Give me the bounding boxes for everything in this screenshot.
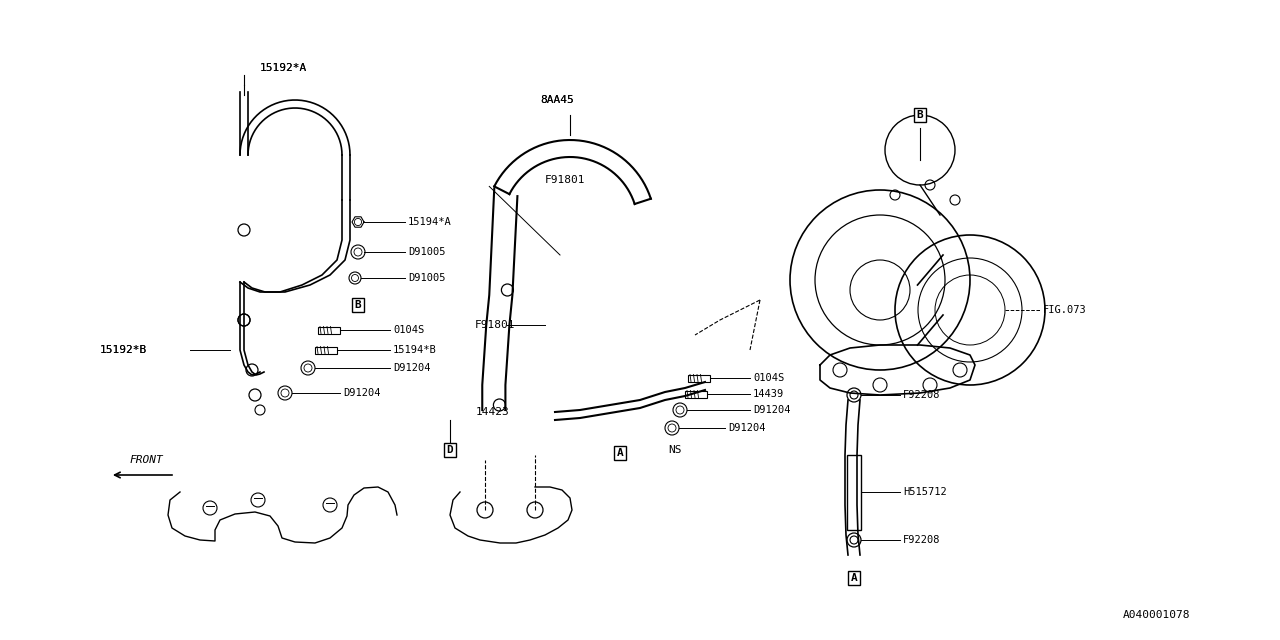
Text: D91204: D91204 <box>393 363 430 373</box>
Text: FRONT: FRONT <box>131 455 164 465</box>
Text: F92208: F92208 <box>902 535 941 545</box>
Text: NS: NS <box>668 445 681 455</box>
Text: 8AA45: 8AA45 <box>540 95 573 105</box>
Text: 0104S: 0104S <box>393 325 424 335</box>
Text: B: B <box>916 110 923 120</box>
Text: F91801: F91801 <box>475 320 516 330</box>
Text: 8AA45: 8AA45 <box>540 95 573 105</box>
Bar <box>847 455 861 530</box>
Text: D91204: D91204 <box>753 405 791 415</box>
Text: A: A <box>617 448 623 458</box>
Text: 15192*B: 15192*B <box>100 345 147 355</box>
Text: 15194*A: 15194*A <box>408 217 452 227</box>
Text: B: B <box>355 300 361 310</box>
Text: 15192*B: 15192*B <box>100 345 147 355</box>
Text: F91801: F91801 <box>545 175 585 185</box>
Text: 14423: 14423 <box>476 407 509 417</box>
Bar <box>315 346 337 353</box>
Text: D91204: D91204 <box>343 388 380 398</box>
Text: 0104S: 0104S <box>753 373 785 383</box>
Text: 15192*A: 15192*A <box>260 63 307 73</box>
Text: D91005: D91005 <box>408 273 445 283</box>
Bar <box>685 390 707 397</box>
Text: FIG.073: FIG.073 <box>1043 305 1087 315</box>
Text: D91005: D91005 <box>408 247 445 257</box>
Text: D91204: D91204 <box>728 423 765 433</box>
Text: A: A <box>851 573 858 583</box>
Bar <box>689 374 710 381</box>
Text: 15192*A: 15192*A <box>260 63 307 73</box>
Text: H515712: H515712 <box>902 487 947 497</box>
Text: F92208: F92208 <box>902 390 941 400</box>
Text: 14439: 14439 <box>753 389 785 399</box>
Text: A040001078: A040001078 <box>1123 610 1190 620</box>
Bar <box>317 326 340 333</box>
Text: D: D <box>447 445 453 455</box>
Text: 15194*B: 15194*B <box>393 345 436 355</box>
